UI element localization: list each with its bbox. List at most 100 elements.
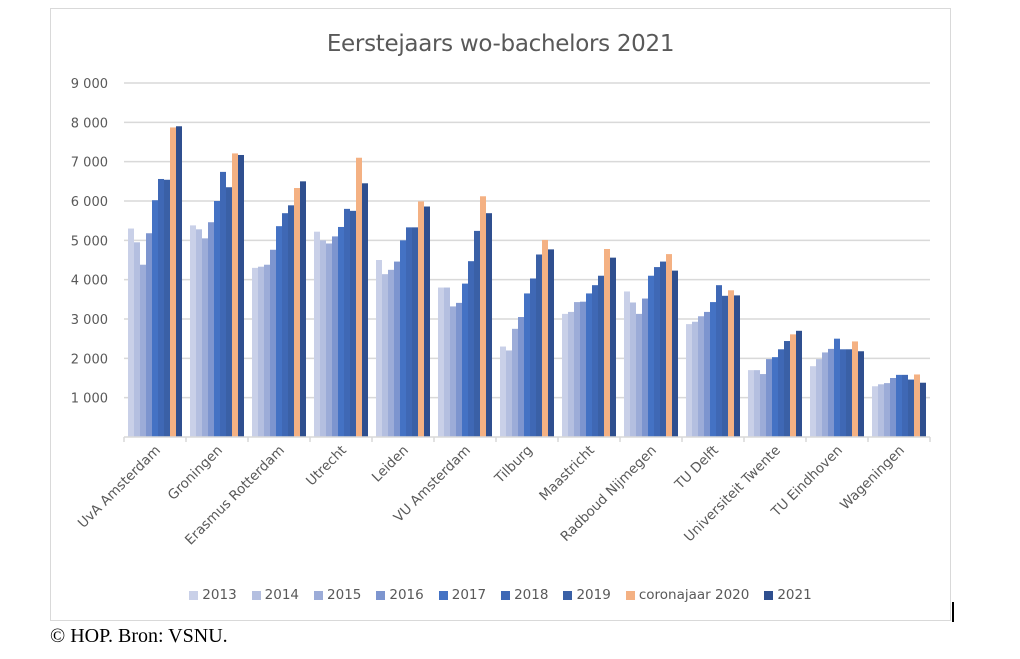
bar [170,127,176,438]
legend-swatch-icon [563,590,573,600]
bar [754,370,760,437]
bar [530,278,536,437]
bar [716,285,722,437]
legend-swatch-icon [625,590,635,600]
bar [480,196,486,437]
y-axis: 1 000 2 000 3 000 4 000 5 000 6 000 7 000 8 000… [71,77,108,407]
y-tick-label: 6 000 [71,195,108,210]
chart-legend: 2013 2014 2015 2016 2017 2018 2019 coronajaar 2… [51,587,950,603]
bar [734,295,740,437]
bar [314,231,320,437]
bar [294,188,300,437]
bar [220,171,226,438]
legend-label: 2017 [451,587,487,603]
bar [338,226,344,437]
bar [158,178,164,437]
bar [202,238,208,437]
bar [394,261,400,437]
bar [728,290,734,437]
bar [704,311,710,437]
x-category-label: TU Delft [671,443,722,494]
bar [722,295,728,437]
bar [350,210,356,437]
bar [400,240,406,437]
bar [456,302,462,437]
bar [506,350,512,437]
legend-item: 2017 [438,587,487,603]
bar [344,208,350,437]
y-tick-label: 7 000 [71,156,108,171]
bar [214,201,220,437]
bar [778,349,784,437]
bar [412,227,418,437]
bar [574,302,580,437]
x-category-label: Groningen [165,443,226,504]
y-tick-label: 8 000 [71,116,108,131]
legend-label: coronajaar 2020 [638,587,750,603]
legend-label: 2016 [389,587,424,603]
bar [914,374,920,437]
bar [356,157,362,437]
bar [872,386,878,437]
legend-label: 2019 [576,587,611,603]
bar [766,359,772,437]
bars [128,126,926,438]
legend-item: 2014 [251,587,300,603]
bar [542,239,548,437]
bar [710,302,716,437]
legend-swatch-icon [376,590,386,600]
legend-item: 2019 [563,587,611,603]
bar [748,370,754,437]
legend-swatch-icon [251,590,261,600]
y-tick-label: 5 000 [71,234,108,249]
bar [536,254,542,437]
bar [580,301,586,437]
bar [666,254,672,437]
bar [270,249,276,437]
legend-label: 2014 [264,587,300,603]
bar [486,213,492,437]
legend-item: 2018 [501,587,548,603]
bar [908,379,914,437]
bar [388,269,394,437]
bar [796,330,802,437]
bar [512,328,518,437]
bar [518,317,524,437]
bar [252,267,258,437]
bar [654,267,660,437]
legend-label: 2021 [777,587,812,603]
y-tick-label: 2 000 [71,352,108,367]
legend-item: 2021 [764,587,812,603]
bar [258,266,264,437]
bar [828,348,834,437]
bar [362,183,368,437]
bar [604,248,610,437]
legend-item: coronajaar 2020 [625,587,750,603]
x-category-label: Tilburg [491,443,536,488]
bar [226,187,232,437]
x-category-label: Utrecht [303,443,350,490]
bar [630,302,636,437]
bar [648,275,654,437]
bar [568,311,574,437]
bar [238,154,244,438]
bar [772,357,778,437]
bar [424,206,430,437]
bar [840,349,846,437]
bar [300,181,306,437]
bar [232,153,238,437]
bar [438,287,444,437]
bar [152,200,158,437]
legend-swatch-icon [501,590,511,600]
bar [822,352,828,437]
bar [760,374,766,437]
bar [698,316,704,437]
source-caption: © HOP. Bron: VSNU. [50,625,228,647]
bar [320,240,326,437]
legend-swatch-icon [438,590,448,600]
bar [140,264,146,437]
bar [878,384,884,437]
bar [134,242,140,437]
